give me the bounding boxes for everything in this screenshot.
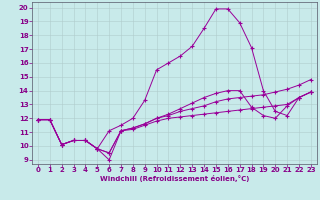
X-axis label: Windchill (Refroidissement éolien,°C): Windchill (Refroidissement éolien,°C): [100, 175, 249, 182]
